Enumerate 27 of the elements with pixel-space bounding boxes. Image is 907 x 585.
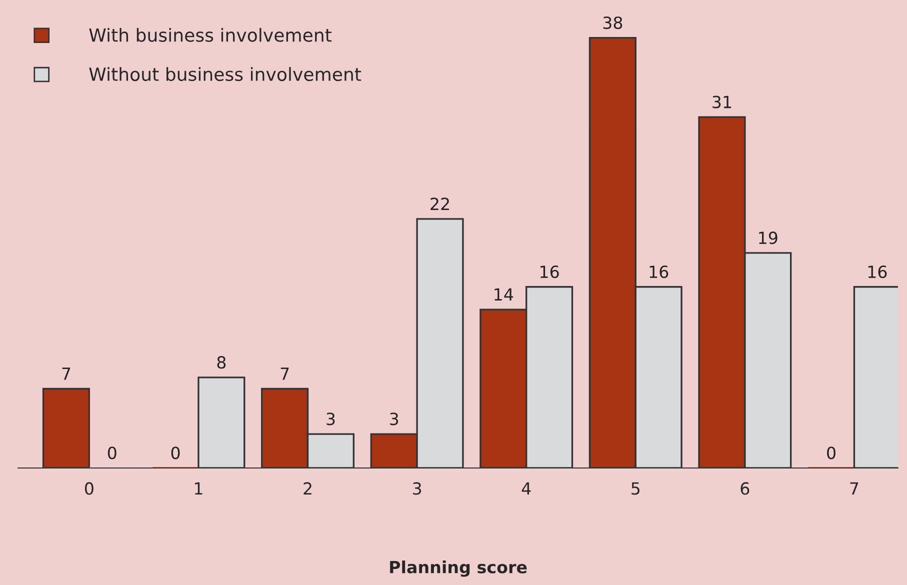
data-label: 7 — [280, 368, 289, 380]
data-label: 14 — [494, 288, 514, 301]
x-tick-label: 6 — [740, 482, 750, 495]
data-label: 7 — [62, 368, 70, 380]
x-tick-label: 0 — [84, 482, 94, 495]
data-label: 22 — [430, 198, 449, 210]
data-label: 31 — [712, 96, 732, 108]
data-label: 19 — [759, 232, 778, 244]
x-tick-label: 3 — [413, 482, 422, 495]
data-label: 8 — [217, 356, 226, 369]
x-tick-label: 1 — [195, 482, 202, 495]
data-label: 3 — [326, 412, 335, 426]
data-label: 38 — [603, 16, 622, 30]
data-label: 0 — [171, 446, 180, 460]
x-tick-label: 2 — [304, 482, 312, 495]
x-axis-title: Planning score — [390, 560, 527, 577]
data-label: 0 — [108, 446, 116, 460]
x-tick-label: 7 — [850, 482, 858, 495]
data-label: 0 — [827, 446, 836, 460]
legend-label: Without business involvement — [89, 67, 362, 82]
x-tick-label: 5 — [632, 482, 640, 495]
x-tick-label: 4 — [522, 482, 531, 495]
legend-label: With business involvement — [89, 28, 332, 42]
data-label: 16 — [868, 265, 887, 278]
data-label: 16 — [540, 265, 559, 278]
data-label: 3 — [390, 412, 398, 426]
data-label: 16 — [650, 265, 668, 278]
